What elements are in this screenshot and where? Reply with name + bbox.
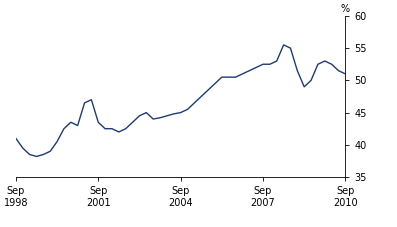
Text: %: % (341, 4, 350, 14)
